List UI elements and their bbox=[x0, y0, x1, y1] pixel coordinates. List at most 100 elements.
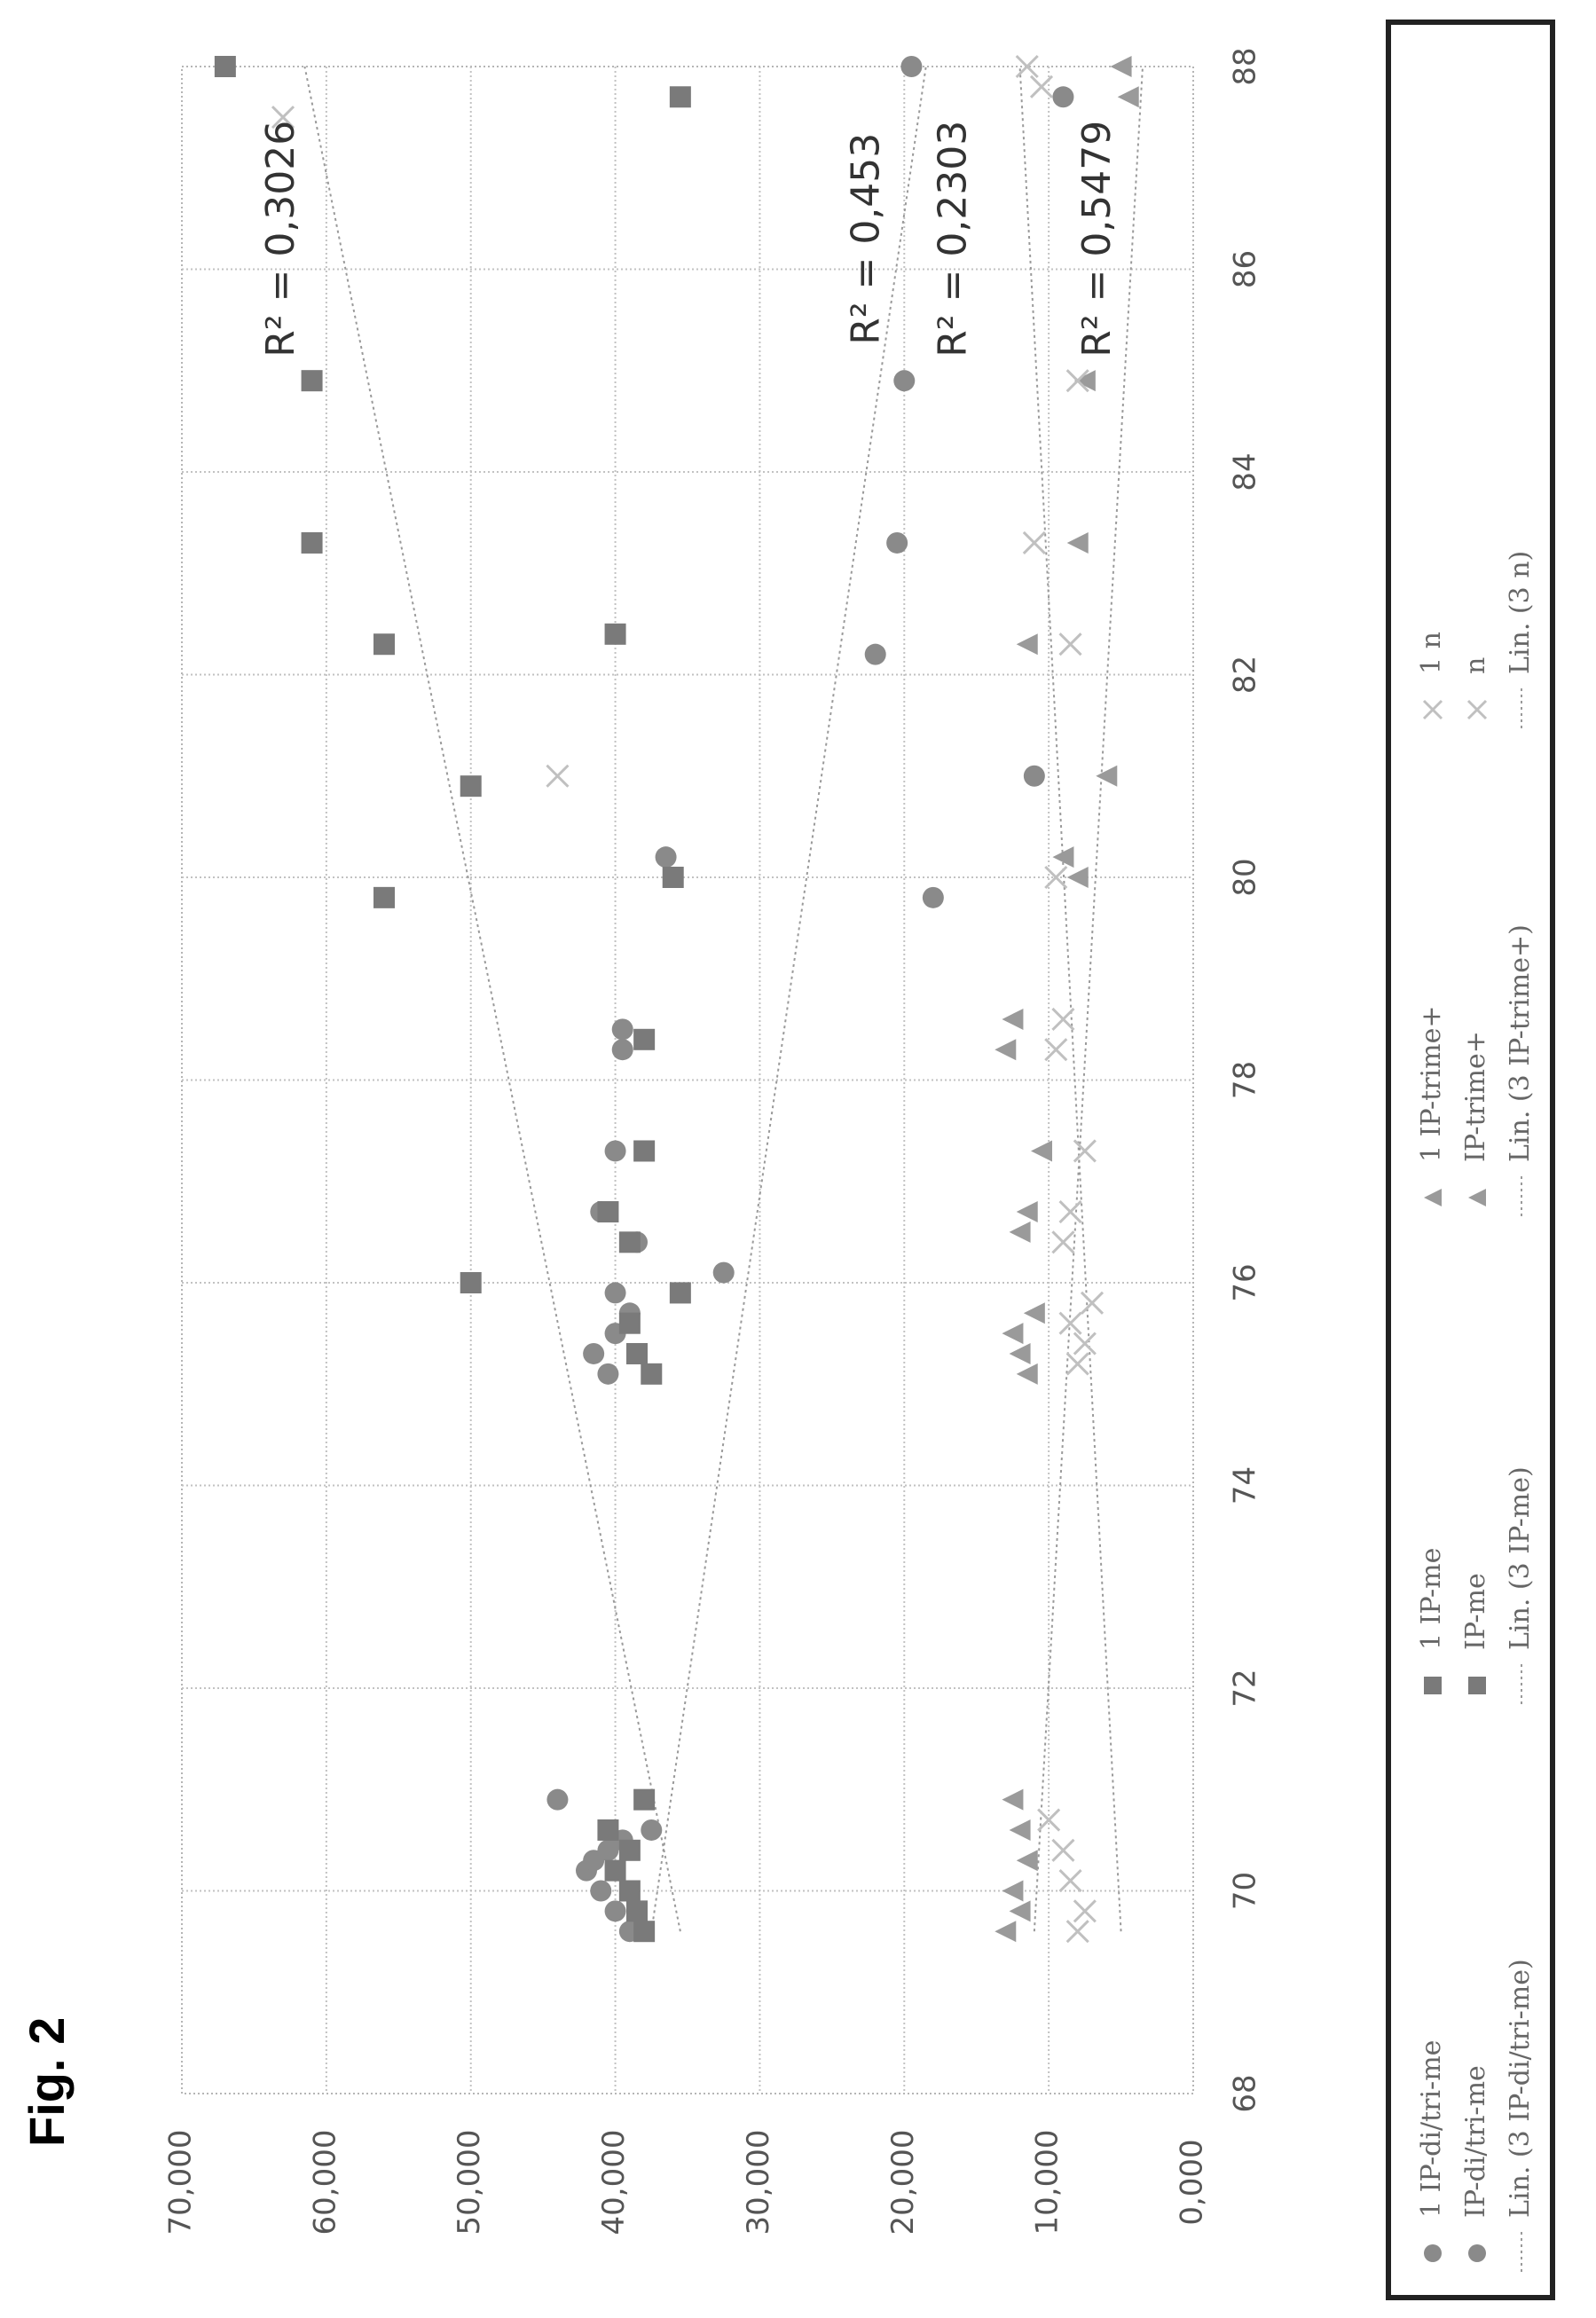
point-1-ip-me bbox=[626, 1900, 648, 1922]
point-1-ip-di-tri-me bbox=[1052, 86, 1074, 108]
point-1-n bbox=[1022, 530, 1046, 555]
point-1-ip-di-tri-me bbox=[611, 1039, 633, 1061]
legend-label: Lin. (3 IP-trime+) bbox=[1505, 924, 1536, 1162]
legend-label: IP-di/tri-me bbox=[1460, 2065, 1491, 2218]
point-1-ip-di-tri-me bbox=[1023, 765, 1045, 787]
point-1-ip-trime- bbox=[1031, 1140, 1052, 1162]
point-1-ip-me bbox=[618, 1880, 641, 1902]
y-tick-label: 30,000 bbox=[741, 2130, 776, 2235]
y-tick-label: 60,000 bbox=[307, 2130, 342, 2235]
point-1-n bbox=[1029, 75, 1054, 98]
point-1-ip-me bbox=[597, 1819, 619, 1841]
point-1-ip-me bbox=[460, 1272, 482, 1293]
point-1-ip-trime- bbox=[1023, 1302, 1045, 1324]
legend-label: 1 IP-me bbox=[1416, 1548, 1447, 1650]
point-1-ip-di-tri-me bbox=[893, 370, 916, 392]
point-1-ip-trime- bbox=[1016, 633, 1038, 656]
point-1-n bbox=[1058, 1869, 1082, 1893]
point-1-n bbox=[1065, 1352, 1089, 1376]
legend-marker bbox=[1424, 1677, 1442, 1694]
point-1-n bbox=[1037, 1808, 1061, 1832]
point-1-n bbox=[546, 764, 570, 788]
legend-marker bbox=[1468, 2244, 1486, 2262]
gridlines bbox=[182, 67, 1193, 2094]
legend-marker bbox=[1424, 2244, 1442, 2262]
point-1-n bbox=[1058, 633, 1082, 656]
point-1-ip-trime- bbox=[1110, 56, 1132, 77]
point-1-n bbox=[1044, 865, 1068, 890]
point-1-n bbox=[1015, 54, 1039, 79]
trendlines bbox=[303, 66, 1144, 1932]
point-1-ip-trime- bbox=[1117, 86, 1139, 108]
y-tick-label: 40,000 bbox=[596, 2130, 632, 2235]
point-1-n bbox=[1058, 1311, 1082, 1335]
legend-label: 1 n bbox=[1416, 632, 1447, 674]
legend-marker bbox=[1466, 699, 1488, 720]
legend-marker bbox=[1422, 699, 1443, 720]
point-1-n bbox=[1073, 1899, 1097, 1923]
point-1-ip-trime- bbox=[1009, 1900, 1031, 1922]
x-tick-label: 88 bbox=[1228, 47, 1263, 85]
point-1-ip-di-tri-me bbox=[604, 1282, 626, 1304]
point-1-ip-di-tri-me bbox=[864, 643, 886, 665]
point-1-ip-di-tri-me bbox=[922, 886, 944, 908]
point-1-n bbox=[1058, 1199, 1082, 1224]
point-1-ip-di-tri-me bbox=[900, 56, 923, 77]
point-1-n bbox=[271, 106, 295, 130]
point-1-ip-di-tri-me bbox=[655, 846, 677, 868]
point-1-ip-me bbox=[633, 1028, 656, 1050]
plot-area bbox=[181, 66, 1194, 2094]
point-1-ip-me bbox=[662, 867, 684, 888]
x-tick-label: 76 bbox=[1228, 1263, 1263, 1301]
point-1-ip-me bbox=[633, 1788, 656, 1811]
point-1-ip-di-tri-me bbox=[604, 1900, 626, 1922]
x-tick-label: 74 bbox=[1228, 1466, 1263, 1505]
point-1-ip-trime- bbox=[1066, 531, 1089, 554]
point-1-n bbox=[1051, 1230, 1075, 1254]
point-1-ip-me bbox=[460, 775, 482, 798]
legend-label: Lin. (3 IP-di/tri-me) bbox=[1505, 1959, 1536, 2218]
point-1-ip-me bbox=[669, 1282, 691, 1304]
point-1-ip-me bbox=[626, 1342, 648, 1364]
point-1-ip-trime- bbox=[1016, 1850, 1038, 1872]
x-tick-label: 86 bbox=[1228, 250, 1263, 288]
point-1-ip-trime- bbox=[1016, 1363, 1038, 1385]
trendline-1 bbox=[303, 66, 681, 1932]
point-1-ip-me bbox=[373, 886, 395, 908]
r2-annotation: R² = 0,3026 bbox=[258, 121, 303, 358]
point-1-ip-trime- bbox=[1096, 765, 1118, 787]
point-1-ip-me bbox=[618, 1839, 641, 1861]
point-1-ip-di-tri-me bbox=[590, 1880, 612, 1902]
x-tick-label: 78 bbox=[1228, 1061, 1263, 1099]
point-1-ip-di-tri-me bbox=[712, 1261, 735, 1284]
point-1-ip-me bbox=[214, 56, 236, 77]
point-1-ip-trime- bbox=[1009, 1221, 1031, 1243]
point-1-ip-me bbox=[633, 1921, 656, 1943]
y-tick-label: 50,000 bbox=[452, 2130, 487, 2235]
point-1-ip-trime- bbox=[995, 1921, 1017, 1943]
point-1-ip-trime- bbox=[1066, 867, 1089, 888]
point-1-ip-me bbox=[604, 623, 626, 645]
point-1-n bbox=[1073, 1139, 1097, 1163]
point-1-n bbox=[1065, 1920, 1089, 1944]
data-points bbox=[214, 54, 1139, 1944]
point-1-ip-trime- bbox=[1002, 1008, 1024, 1030]
r2-annotation: R² = 0,453 bbox=[844, 133, 889, 345]
trendline-2 bbox=[1033, 66, 1144, 1932]
y-axis-ticks: 0,000 10,000 20,000 30,000 40,000 50,000 60,00… bbox=[163, 2130, 1210, 2235]
point-1-ip-trime- bbox=[1016, 1201, 1038, 1223]
point-1-n bbox=[1044, 1038, 1068, 1062]
legend-label: Lin. (3 n) bbox=[1505, 551, 1536, 674]
point-1-ip-me bbox=[669, 86, 691, 108]
point-1-ip-di-tri-me bbox=[583, 1342, 605, 1364]
x-axis-ticks: 68 70 72 74 76 78 80 82 84 86 88 bbox=[1228, 47, 1263, 2112]
legend-label: 1 IP-trime+ bbox=[1416, 1006, 1447, 1162]
point-1-ip-trime- bbox=[1002, 1880, 1024, 1902]
r2-annotations: R² = 0,3026 R² = 0,453 R² = 0,2303 R² = 0,5… bbox=[258, 121, 1120, 358]
x-tick-label: 80 bbox=[1228, 858, 1263, 896]
y-tick-label: 0,000 bbox=[1175, 2139, 1210, 2225]
point-1-ip-trime- bbox=[1002, 1788, 1024, 1811]
point-1-ip-me bbox=[618, 1231, 641, 1253]
point-1-ip-me bbox=[604, 1859, 626, 1882]
point-1-ip-di-tri-me bbox=[597, 1363, 619, 1385]
